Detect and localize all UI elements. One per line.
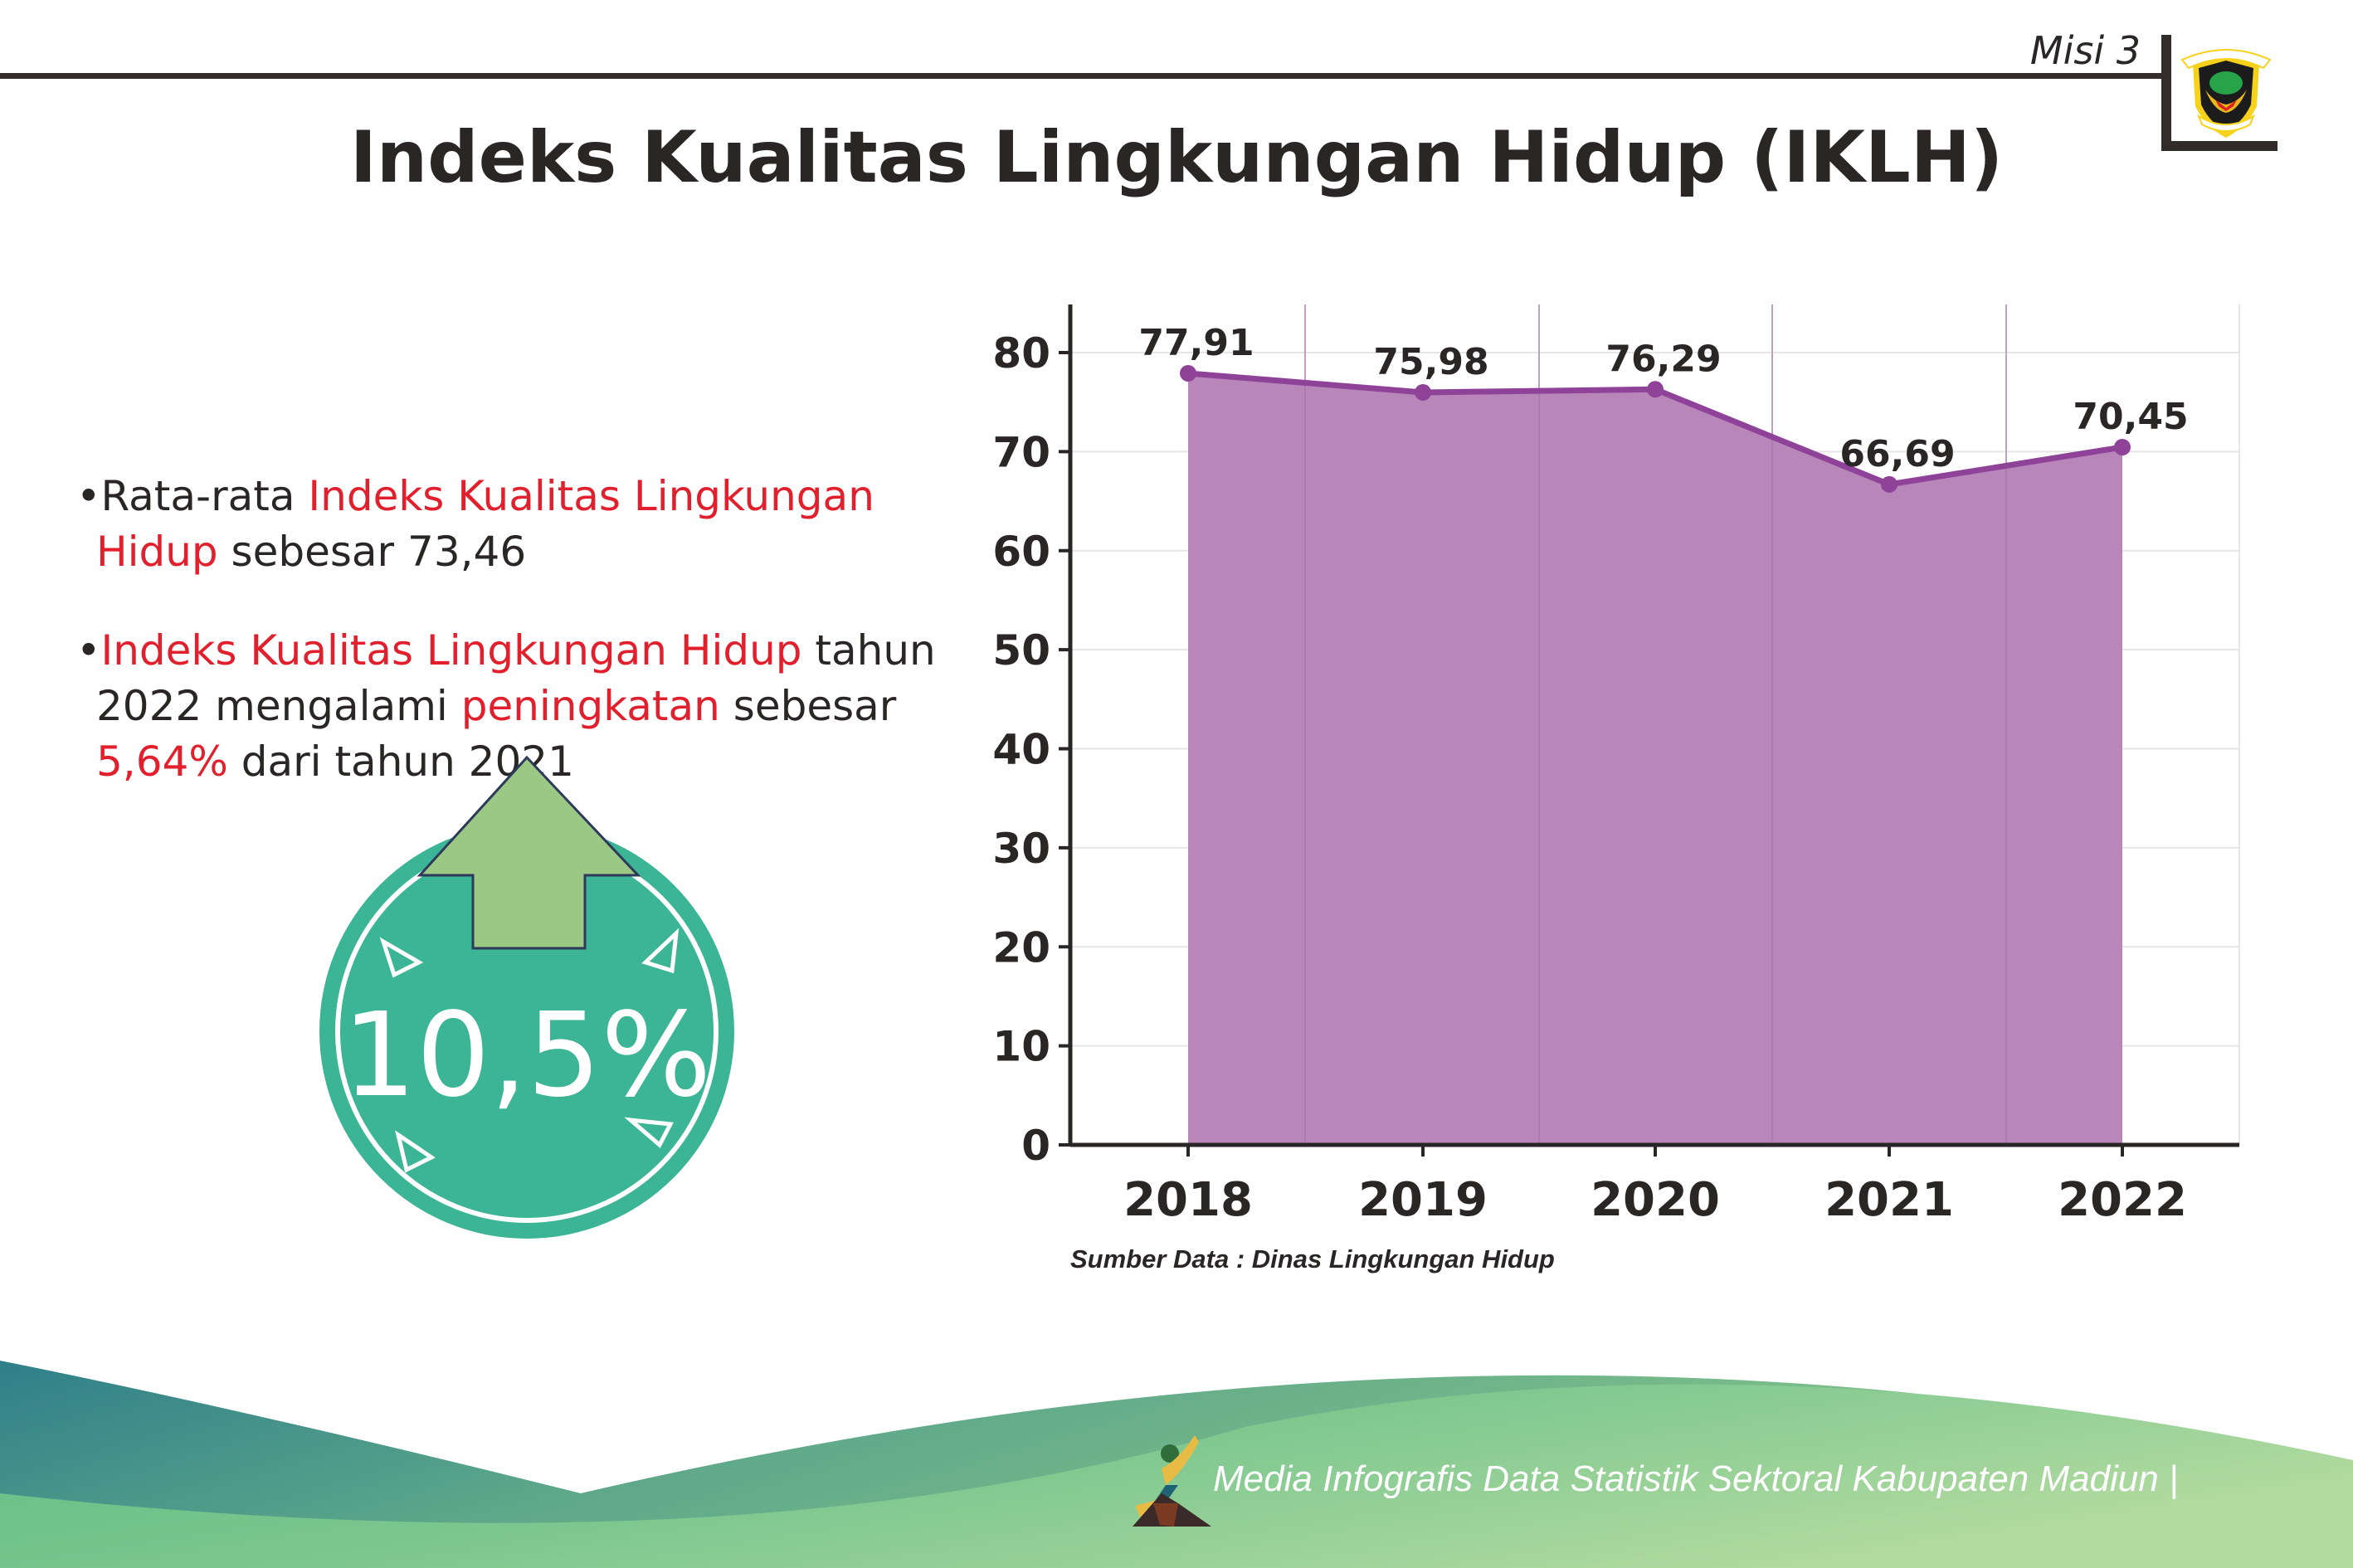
area-fill [1188, 373, 2122, 1146]
bullet-text: Rata-rata [100, 472, 309, 520]
data-label: 75,98 [1373, 341, 1488, 383]
y-tick-label: 30 [992, 825, 1050, 873]
footer-logo-icon [1133, 1435, 1211, 1527]
x-tick-label: 2021 [1824, 1173, 1954, 1227]
data-source: Sumber Data : Dinas Lingkungan Hidup [1070, 1244, 1555, 1273]
kabupaten-madiun-logo [2180, 49, 2272, 138]
page-title: Indeks Kualitas Lingkungan Hidup (IKLH) [349, 116, 2004, 199]
data-label: 70,45 [2073, 396, 2188, 438]
data-point [1180, 364, 1196, 382]
bullet-text: sebesar [719, 682, 897, 730]
y-tick-label: 70 [992, 428, 1050, 476]
y-tick-label: 60 [992, 528, 1050, 576]
data-label: 76,29 [1605, 338, 1721, 380]
summary-bullets: •Rata-rata Indeks Kualitas Lingkungan Hi… [76, 469, 948, 833]
x-tick-label: 2020 [1591, 1173, 1720, 1227]
y-tick-label: 0 [1021, 1122, 1050, 1170]
x-tick-label: 2022 [2058, 1173, 2187, 1227]
data-point [2114, 439, 2131, 456]
mission-label: Misi 3 [2029, 28, 2141, 73]
header-bracket [2161, 35, 2277, 151]
data-label: 66,69 [1839, 433, 1955, 475]
bullet-highlight: 5,64% [96, 738, 228, 786]
data-point [1647, 381, 1664, 398]
bullet-average: •Rata-rata Indeks Kualitas Lingkungan Hi… [76, 472, 874, 576]
x-tick-label: 2018 [1123, 1173, 1253, 1227]
bullet-increase: •Indeks Kualitas Lingkungan Hidup tahun … [76, 626, 936, 786]
y-tick-label: 10 [992, 1023, 1050, 1071]
bullet-highlight: Indeks Kualitas Lingkungan Hidup [96, 472, 874, 576]
y-tick-label: 40 [992, 726, 1050, 774]
y-tick-label: 80 [992, 329, 1050, 377]
y-tick-label: 50 [992, 626, 1050, 674]
bullet-text: sebesar 73,46 [217, 528, 527, 576]
bullet-highlight: peningkatan [460, 682, 720, 730]
bullet-highlight: Indeks Kualitas Lingkungan Hidup [100, 626, 802, 674]
data-point [1415, 383, 1431, 401]
x-tick-label: 2019 [1358, 1173, 1488, 1227]
footer-tagline: Media Infografis Data Statistik Sektoral… [1213, 1458, 2179, 1499]
bullet-text: tahun 2022 mengalami [96, 626, 936, 730]
y-tick-label: 20 [992, 923, 1050, 971]
header-rule [0, 73, 2161, 79]
data-label: 77,91 [1138, 322, 1254, 364]
data-point [1881, 475, 1898, 493]
